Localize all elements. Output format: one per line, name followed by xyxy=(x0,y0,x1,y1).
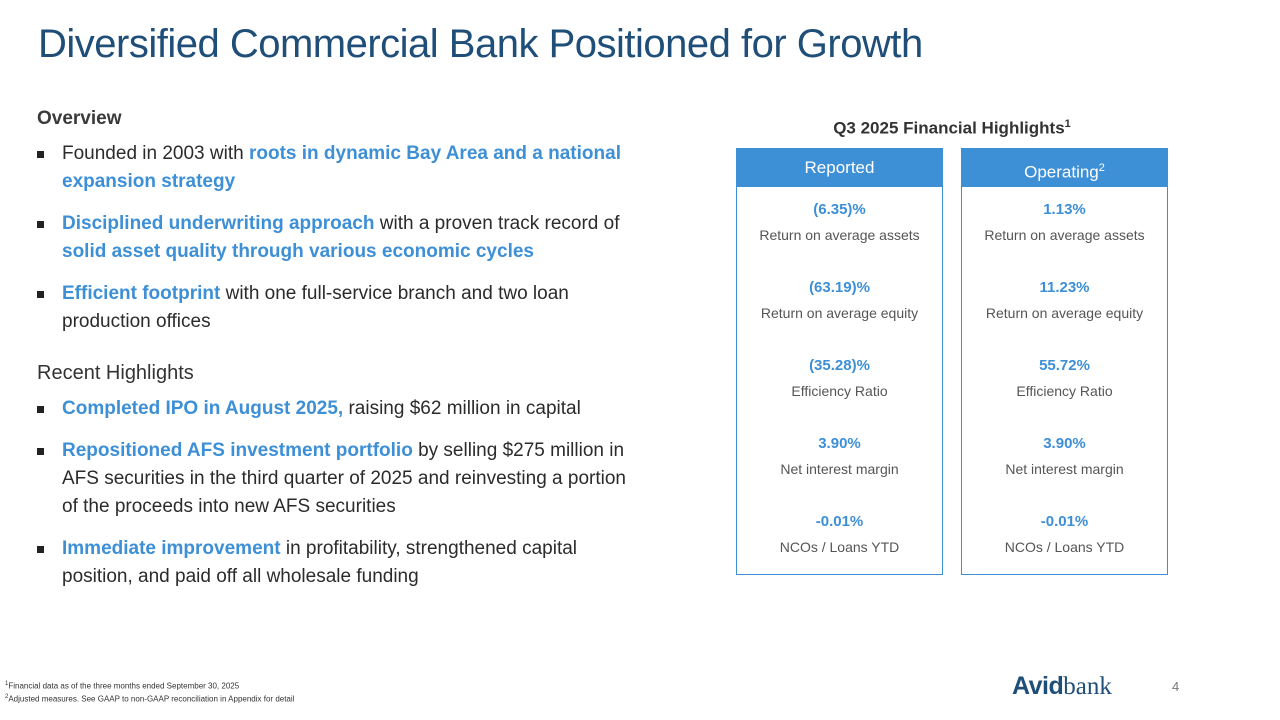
reported-card: Reported (6.35)% Return on average assets… xyxy=(736,148,943,575)
recent-highlights-list: Completed IPO in August 2025, raising $6… xyxy=(37,395,647,591)
metric-item: -0.01% NCOs / Loans YTD xyxy=(1004,513,1125,555)
page-title: Diversified Commercial Bank Positioned f… xyxy=(38,22,923,66)
footnote: 1Financial data as of the three months e… xyxy=(5,681,240,691)
bullet-square-icon xyxy=(37,151,44,158)
metric-item: 1.13% Return on average assets xyxy=(984,201,1145,243)
bullet-square-icon xyxy=(37,291,44,298)
financial-highlights-title: Q3 2025 Financial Highlights1 xyxy=(833,118,1071,138)
reported-header: Reported xyxy=(737,149,942,187)
bullet-square-icon xyxy=(37,221,44,228)
bullet-square-icon xyxy=(37,448,44,455)
metric-item: (6.35)% Return on average assets xyxy=(759,201,920,243)
metric-item: (35.28)% Efficiency Ratio xyxy=(791,357,888,399)
list-item: Disciplined underwriting approach with a… xyxy=(37,210,647,266)
footnote: 2Adjusted measures. See GAAP to non-GAAP… xyxy=(5,693,295,704)
overview-list: Founded in 2003 with roots in dynamic Ba… xyxy=(37,140,647,336)
operating-header: Operating2 xyxy=(962,149,1167,187)
list-item: Efficient footprint with one full-servic… xyxy=(37,280,647,336)
operating-card: Operating2 1.13% Return on average assets… xyxy=(961,148,1168,575)
list-item: Completed IPO in August 2025, raising $6… xyxy=(37,395,647,423)
footnotes: 1Financial data as of the three months e… xyxy=(5,679,294,704)
list-item: Repositioned AFS investment portfolio by… xyxy=(37,437,647,521)
bullet-square-icon xyxy=(37,546,44,553)
overview-heading: Overview xyxy=(37,108,122,129)
metric-item: 55.72% Efficiency Ratio xyxy=(1016,357,1113,399)
avidbank-logo: Avidbank xyxy=(1012,672,1112,700)
metric-item: 11.23% Return on average equity xyxy=(985,279,1144,321)
bullet-square-icon xyxy=(37,406,44,413)
metric-item: 3.90% Net interest margin xyxy=(780,435,899,477)
left-column: Overview Founded in 2003 with roots in d… xyxy=(37,108,647,605)
metric-item: (63.19)% Return on average equity xyxy=(760,279,919,321)
list-item: Founded in 2003 with roots in dynamic Ba… xyxy=(37,140,647,196)
metric-item: -0.01% NCOs / Loans YTD xyxy=(779,513,900,555)
page-number: 4 xyxy=(1172,679,1180,694)
metric-item: 3.90% Net interest margin xyxy=(1005,435,1124,477)
recent-highlights-heading: Recent Highlights xyxy=(37,362,194,384)
list-item: Immediate improvement in profitability, … xyxy=(37,535,647,591)
